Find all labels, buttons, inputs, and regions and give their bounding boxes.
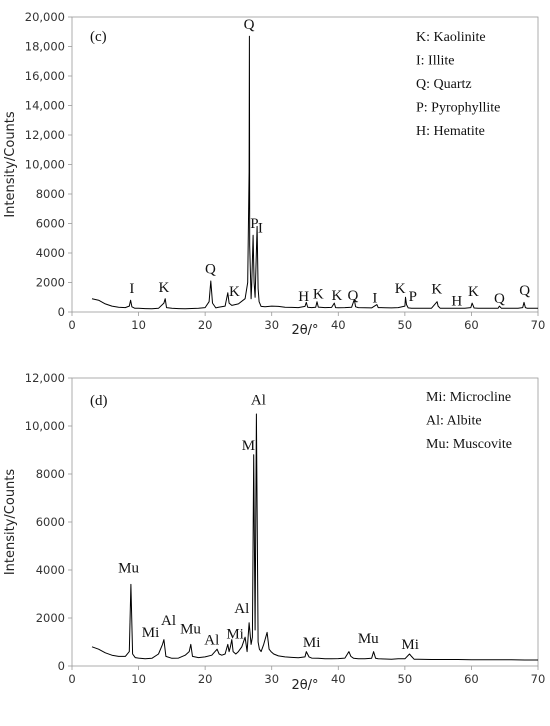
chart-0-peak-label: H [451, 293, 462, 309]
chart-0-series-line-0 [91, 35, 538, 310]
chart-1-peak-label: Al [234, 601, 249, 617]
chart-0-peak-label: P [250, 216, 258, 232]
chart-0-peak-label: Q [244, 17, 255, 33]
chart-0-x-axis-title: 2θ/° [291, 323, 318, 338]
chart-1-y-tick-label: 8000 [36, 467, 65, 481]
chart-1-y-tick-label: 0 [58, 659, 65, 673]
chart-0-y-tick-label: 4000 [36, 246, 65, 260]
chart-1-x-tick-label: 40 [331, 672, 346, 686]
chart-1-peak-label: Mi [303, 635, 321, 651]
chart-1-peak-label: Al [251, 392, 266, 408]
chart-1: 0 2000 4000 6000 8000 10,000 12,000 0 10 20 30 40 50… [3, 371, 545, 693]
chart-1-y-tick-label: 4000 [36, 563, 65, 577]
chart-0-peak-label: K [332, 288, 343, 304]
chart-0-x-tick-label: 10 [131, 318, 146, 332]
chart-0-peak-label: K [395, 281, 406, 297]
chart-0-y-tick-label: 0 [58, 305, 65, 319]
chart-0-peak-label: K [468, 284, 479, 300]
chart-1-peak-label: Mi [142, 625, 160, 641]
chart-1-series-line-0 [91, 413, 538, 661]
chart-1-x-tick-label: 50 [398, 672, 413, 686]
chart-0-peak-label: Q [494, 291, 505, 307]
chart-0-x-tick-label: 40 [331, 318, 346, 332]
chart-0-peak-label: I [129, 281, 134, 297]
chart-0-x-tick-label: 20 [198, 318, 213, 332]
chart-0-peak-label: K [158, 280, 169, 296]
chart-1-peak-label: Mu [180, 622, 201, 638]
chart-1-y-tick-label: 12,000 [25, 371, 65, 385]
chart-0-peak-label: K [229, 284, 240, 300]
chart-1-x-tick-label: 0 [68, 672, 75, 686]
chart-0-y-tick-label: 18,000 [25, 40, 65, 54]
chart-0-y-tick-label: 20,000 [25, 10, 65, 24]
chart-0-peak-label: Q [205, 262, 216, 278]
chart-0-y-tick-label: 2000 [36, 276, 65, 290]
chart-1-x-axis-title: 2θ/° [291, 678, 318, 693]
chart-1-y-axis-title: Intensity/Counts [3, 469, 18, 576]
chart-0-y-tick-label: 10,000 [25, 158, 65, 172]
chart-0-legend-entry: K: Kaolinite [416, 30, 486, 45]
chart-1-y-tick-label: 6000 [36, 515, 65, 529]
chart-0-peak-label: I [372, 290, 377, 306]
chart-0-peak-label: K [431, 282, 442, 298]
chart-0-y-axis-title: Intensity/Counts [3, 111, 18, 218]
chart-1-peak-label: M [242, 438, 255, 454]
chart-1-x-tick-label: 20 [198, 672, 213, 686]
chart-1-panel-label: (d) [90, 393, 108, 409]
chart-0-y-tick-label: 12,000 [25, 128, 65, 142]
chart-1-legend-entry: Mu: Muscovite [426, 437, 512, 452]
chart-0: 0 2000 4000 6000 8000 10,000 12,000 14,000 16,00… [3, 10, 545, 338]
chart-0-x-tick-label: 30 [264, 318, 279, 332]
chart-1-x-tick-label: 70 [531, 672, 546, 686]
chart-1-legend-entry: Mi: Microcline [426, 390, 511, 405]
chart-1-x-tick-label: 10 [131, 672, 146, 686]
chart-1-y-tick-label: 2000 [36, 611, 65, 625]
chart-1-peak-label: Mu [358, 631, 379, 647]
chart-0-x-tick-label: 70 [531, 318, 546, 332]
chart-0-y-tick-label: 8000 [36, 187, 65, 201]
chart-0-peak-label: I [258, 220, 263, 236]
chart-0-legend-entry: Q: Quartz [416, 77, 472, 92]
chart-0-legend-entry: I: Illite [416, 54, 455, 69]
chart-0-y-tick-label: 6000 [36, 217, 65, 231]
chart-0-peak-label: Q [348, 288, 359, 304]
chart-0-peak-label: P [409, 289, 417, 305]
chart-0-y-tick-label: 16,000 [25, 69, 65, 83]
chart-0-peak-label: Q [519, 283, 530, 299]
chart-0-y-tick-label: 14,000 [25, 99, 65, 113]
chart-1-peak-label: Mi [401, 637, 419, 653]
chart-1-peak-label: Mu [118, 560, 139, 576]
chart-0-peak-label: H [298, 289, 309, 305]
chart-1-peak-label: Mi [226, 626, 244, 642]
chart-1-legend-entry: Al: Albite [426, 414, 482, 429]
chart-1-peak-label: Al [161, 613, 176, 629]
chart-0-x-tick-label: 60 [464, 318, 479, 332]
chart-0-legend-entry: P: Pyrophyllite [416, 101, 500, 116]
chart-0-panel-label: (c) [90, 29, 107, 45]
chart-1-y-tick-label: 10,000 [25, 419, 65, 433]
chart-0-x-tick-label: 50 [398, 318, 413, 332]
chart-1-peak-label: Al [204, 632, 219, 648]
chart-0-peak-label: K [313, 287, 324, 303]
chart-0-x-tick-label: 0 [68, 318, 75, 332]
chart-0-legend-entry: H: Hematite [416, 124, 485, 139]
chart-1-x-tick-label: 30 [264, 672, 279, 686]
chart-1-x-tick-label: 60 [464, 672, 479, 686]
